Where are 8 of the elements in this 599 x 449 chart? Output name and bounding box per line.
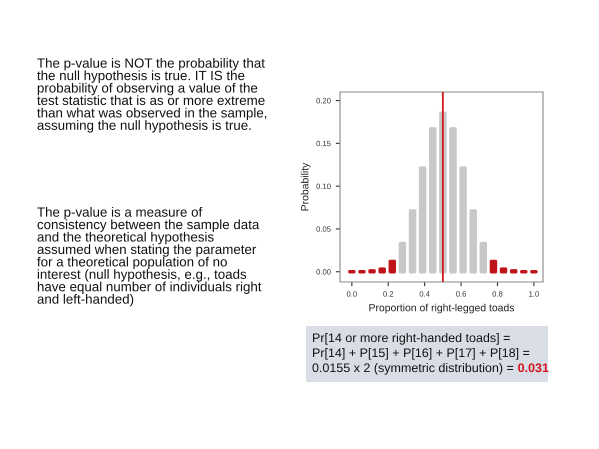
text: 0.0155 x 2 (symmetric distribution) =: [312, 363, 514, 375]
y-axis-title: Probability: [300, 162, 311, 210]
text: Pr[14 or more right-handed toads] =: [313, 333, 510, 345]
text: The p-value is NOT the probability that the null hypothesis is true. IT IS the probability of observing a value of the test statistic that is as or more extreme than what was observed in the sample, assuming the null hypothesis is true.: [37, 58, 266, 133]
x-axis-title: Proportion of right-legged toads: [369, 304, 514, 314]
text: 0.031: [518, 363, 549, 372]
text: The p-value is a measure of consistency between the sample data and the theoretical hypothesis assumed when stating the parameter for a theoretical population of no interest (null hypothesis, e.g., toads have equal number of individuals right and left-handed): [37, 207, 262, 306]
text: Pr[14] + P[15] + P[16] + P[17] + P[18] =: [313, 348, 530, 360]
